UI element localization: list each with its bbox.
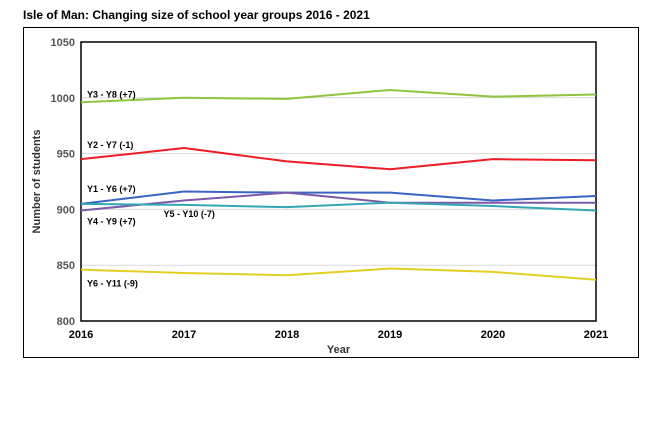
series-label: Y6 - Y11 (-9)	[87, 279, 138, 289]
x-tick-label: 2019	[378, 329, 402, 341]
chart-title: Isle of Man: Changing size of school yea…	[23, 8, 370, 22]
y-tick-label: 900	[57, 204, 75, 216]
series-line	[80, 147, 597, 171]
series-labels: Y3 - Y8 (+7) Y2 - Y7 (-1) Y1 - Y6 (+7) Y4 -…	[87, 89, 215, 288]
x-tick-label: 2018	[275, 329, 299, 341]
y-tick-label: 1050	[51, 37, 75, 49]
tick-labels: 800 850 900 950 1000 1050 2016 2017 2018 2019 2020…	[51, 37, 609, 341]
series-label: Y3 - Y8 (+7)	[87, 89, 136, 99]
series-label: Y1 - Y6 (+7)	[87, 184, 136, 194]
series-line	[80, 190, 597, 205]
series-lines	[80, 88, 597, 281]
x-axis-label: Year	[327, 344, 351, 356]
y-tick-label: 1000	[51, 93, 75, 105]
y-tick-label: 800	[57, 316, 75, 328]
y-axis-label: Number of students	[31, 130, 43, 234]
y-tick-label: 850	[57, 260, 75, 272]
chart-frame	[23, 27, 639, 358]
series-label: Y5 - Y10 (-7)	[163, 209, 214, 219]
x-tick-label: 2020	[481, 329, 505, 341]
series-label: Y2 - Y7 (-1)	[87, 140, 133, 150]
x-tick-label: 2017	[172, 329, 196, 341]
y-tick-label: 950	[57, 149, 75, 161]
series-line	[80, 191, 596, 212]
gridlines	[81, 41, 596, 322]
plot-area	[80, 41, 597, 322]
series-line	[80, 201, 597, 212]
x-tick-label: 2021	[584, 329, 608, 341]
series-line	[80, 267, 597, 281]
series-label: Y4 - Y9 (+7)	[87, 217, 136, 227]
x-tick-label: 2016	[69, 329, 93, 341]
series-line	[80, 88, 597, 104]
